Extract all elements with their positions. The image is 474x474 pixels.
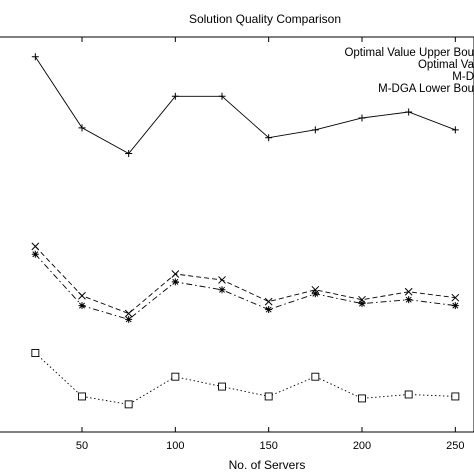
data-point-square — [451, 392, 460, 401]
data-point-star — [451, 302, 459, 310]
data-point-x — [78, 291, 86, 300]
data-point-star — [218, 286, 226, 294]
legend-entry: M-D — [452, 71, 474, 83]
data-point-square — [358, 394, 366, 403]
data-point-square — [31, 349, 40, 357]
data-point-plus — [405, 108, 413, 116]
x-tick-label: 100 — [166, 440, 184, 452]
data-point-x — [404, 287, 413, 296]
data-point-x — [451, 293, 460, 302]
series-line-4 — [34, 352, 456, 405]
data-point-star — [358, 300, 366, 308]
data-point-plus — [125, 150, 133, 158]
plot-frame — [0, 36, 474, 433]
data-point-plus — [451, 126, 459, 134]
data-point-x — [358, 295, 366, 304]
data-point-square — [124, 400, 133, 409]
x-tick-label: 200 — [353, 440, 371, 452]
data-point-star — [265, 306, 273, 314]
data-point-x — [264, 297, 273, 306]
data-point-plus — [31, 53, 39, 61]
data-point-square — [78, 392, 86, 401]
data-point-star — [405, 296, 413, 304]
data-point-x — [31, 242, 40, 251]
data-point-plus — [218, 92, 226, 100]
data-point-star — [171, 278, 179, 286]
data-point-plus — [358, 114, 366, 122]
data-point-x — [311, 285, 320, 294]
data-point-square — [311, 372, 320, 381]
data-point-square — [218, 382, 226, 391]
data-point-plus — [78, 124, 86, 132]
data-point-star — [31, 250, 39, 258]
data-point-x — [124, 309, 133, 318]
data-point-plus — [171, 92, 179, 100]
x-tick-label: 50 — [76, 440, 88, 452]
series-line-2 — [34, 246, 456, 315]
legend-entry: Optimal Va — [418, 59, 474, 71]
data-point-square — [264, 392, 273, 401]
chart-title: Solution Quality Comparison — [189, 12, 341, 26]
legend-entry: M-DGA Lower Bou — [378, 83, 474, 95]
data-point-plus — [265, 134, 273, 142]
data-point-x — [171, 270, 180, 278]
data-point-x — [218, 276, 226, 284]
data-point-plus — [311, 126, 319, 134]
legend-entry: Optimal Value Upper Bou — [344, 47, 474, 59]
series-line-1 — [34, 56, 456, 155]
x-tick-label: 250 — [446, 440, 464, 452]
data-point-square — [404, 390, 413, 399]
data-point-star — [311, 290, 319, 298]
plot-area: 50 100 150 200 250 Optimal Value Upper BouOpt… — [0, 36, 474, 452]
data-point-star — [125, 315, 133, 323]
x-tick-label: 150 — [259, 440, 277, 452]
data-point-star — [78, 302, 86, 310]
data-point-square — [171, 372, 180, 381]
x-axis-label: No. of Servers — [229, 458, 306, 472]
series-line-3 — [34, 253, 456, 320]
